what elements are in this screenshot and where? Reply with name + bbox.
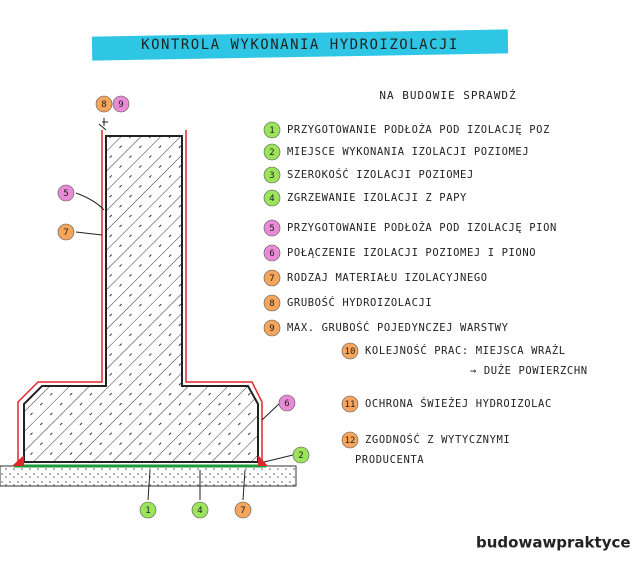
badge-number: 2 [298, 451, 303, 461]
checklist-text: GRUBOŚĆ HYDROIZOLACJI [287, 296, 432, 309]
checklist-text: RODZAJ MATERIAŁU IZOLACYJNEGO [287, 272, 488, 284]
number-badge [292, 446, 310, 464]
number-badge [341, 431, 359, 449]
badge-number: 1 [145, 506, 150, 516]
checklist-text: SZEROKOŚĆ IZOLACJI POZIOMEJ [287, 168, 474, 181]
badge-number: 5 [269, 224, 274, 234]
checklist-text: ZGRZEWANIE IZOLACJI Z PAPY [287, 192, 467, 204]
number-badge [57, 184, 75, 202]
badge-number: 12 [345, 436, 356, 446]
checklist-text: MAX. GRUBOŚĆ POJEDYNCZEJ WARSTWY [287, 321, 509, 334]
checklist-text: ZGODNOŚĆ Z WYTYCZNYMI [365, 433, 510, 446]
checklist-text: POŁĄCZENIE IZOLACJI POZIOMEJ I PIONO [287, 247, 536, 259]
title-highlight [91, 29, 509, 61]
number-badge [341, 342, 359, 360]
number-badge [263, 294, 281, 312]
badge-number: 8 [101, 100, 106, 110]
number-badge [263, 219, 281, 237]
badge-number: 9 [269, 324, 274, 334]
badge-number: 6 [269, 249, 274, 259]
number-badge [263, 121, 281, 139]
badge-number: 11 [345, 400, 356, 410]
number-badge [112, 95, 130, 113]
number-badge [263, 269, 281, 287]
number-badge [278, 394, 296, 412]
number-badge [263, 189, 281, 207]
number-badge [57, 223, 75, 241]
badge-number: 2 [269, 148, 274, 158]
badge-number: 3 [269, 171, 274, 181]
badge-number: 9 [118, 100, 123, 110]
badge-number: 4 [197, 506, 202, 516]
checklist-text: PRZYGOTOWANIE PODŁOŻA POD IZOLACJĘ PION [287, 221, 557, 234]
badge-number: 7 [63, 228, 68, 238]
subtitle: NA BUDOWIE SPRAWDŹ [379, 89, 516, 102]
brand: budowawpraktyce [476, 534, 631, 552]
ground [0, 465, 297, 487]
number-badge [263, 143, 281, 161]
checklist-text: → DUŻE POWIERZCHN [470, 364, 588, 377]
number-badge [263, 244, 281, 262]
checklist-text: PRZYGOTOWANIE PODŁOŻA POD IZOLACJĘ POZ [287, 123, 550, 136]
badge-number: 5 [63, 189, 68, 199]
title: KONTROLA WYKONANIA HYDROIZOLACJI [141, 37, 459, 53]
checklist-text: KOLEJNOŚĆ PRAC: MIEJSCA WRAŻL [365, 344, 566, 357]
number-badge [263, 166, 281, 184]
number-badge [341, 395, 359, 413]
number-badge [263, 319, 281, 337]
badge-number: 10 [345, 347, 356, 357]
number-badge [191, 501, 209, 519]
number-badge [139, 501, 157, 519]
foundation-drawing [0, 118, 297, 501]
number-badge [95, 95, 113, 113]
checklist-text: PRODUCENTA [355, 454, 424, 466]
number-badge [234, 501, 252, 519]
checklist-text: MIEJSCE WYKONANIA IZOLACJI POZIOMEJ [287, 146, 529, 158]
badge-number: 6 [284, 399, 289, 409]
badge-number: 4 [269, 194, 274, 204]
badge-number: 7 [269, 274, 274, 284]
badge-number: 7 [240, 506, 245, 516]
badge-number: 8 [269, 299, 274, 309]
badge-number: 1 [269, 126, 274, 136]
checklist-text: OCHRONA ŚWIEŻEJ HYDROIZOLAC [365, 397, 552, 410]
